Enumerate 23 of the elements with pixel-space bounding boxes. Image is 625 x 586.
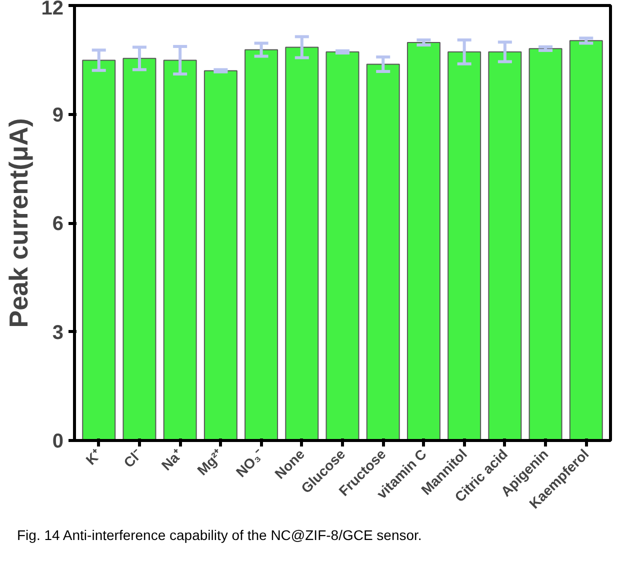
y-tick-label: 6 bbox=[52, 213, 64, 235]
bar bbox=[569, 40, 603, 440]
bar bbox=[448, 51, 482, 440]
y-tick-label: 9 bbox=[52, 104, 64, 126]
bar bbox=[488, 51, 522, 440]
y-tick-label: 0 bbox=[52, 430, 64, 452]
bar bbox=[406, 42, 440, 440]
x-tick-label: Cl⁻ bbox=[120, 446, 146, 471]
bar bbox=[366, 64, 400, 440]
bar bbox=[528, 48, 562, 440]
bar bbox=[285, 46, 319, 440]
bar bbox=[82, 60, 116, 440]
caption: Fig. 14 Anti-interference capability of the NC@ZIF-8/GCE sensor. bbox=[17, 526, 422, 545]
x-tick-label: K⁺ bbox=[82, 446, 105, 468]
y-tick-label: 12 bbox=[41, 0, 64, 20]
y-axis-title: Peak current(μA) bbox=[3, 118, 34, 328]
bar bbox=[204, 70, 238, 440]
bar bbox=[244, 49, 278, 440]
x-tick-label: Na⁺ bbox=[158, 446, 186, 474]
bar bbox=[163, 60, 197, 440]
bar bbox=[326, 51, 360, 440]
bar bbox=[122, 58, 156, 440]
y-tick-label: 3 bbox=[52, 322, 64, 344]
